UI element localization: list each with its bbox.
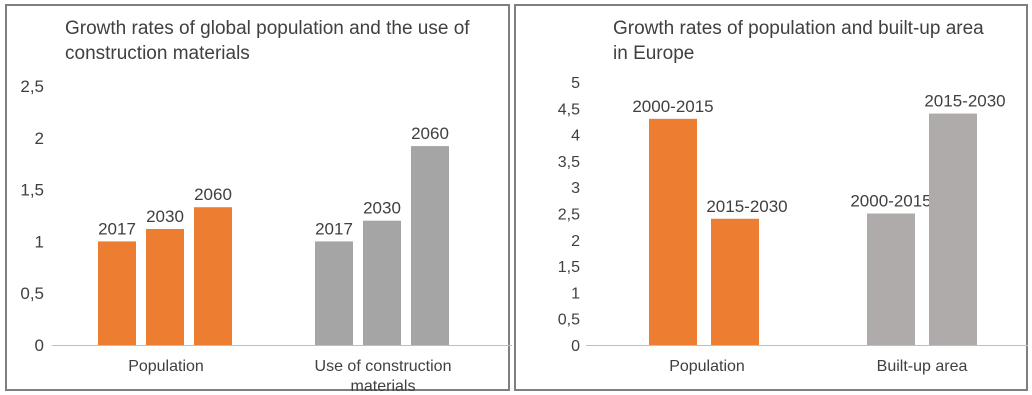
- data-label: 2000-2015: [632, 97, 713, 116]
- y-tick-label: 1: [35, 232, 44, 251]
- data-label: 2030: [363, 199, 401, 218]
- y-tick-label: 0: [35, 336, 44, 355]
- bar: [146, 228, 184, 345]
- y-tick-label: 3: [571, 180, 580, 197]
- x-category-label: Population: [128, 358, 204, 375]
- data-label: 2060: [411, 124, 449, 143]
- bar: [98, 241, 136, 345]
- chart-title: Growth rates of global population and th…: [65, 18, 470, 64]
- y-tick-label: 2: [571, 233, 580, 250]
- data-label: 2000-2015: [850, 192, 931, 211]
- data-label: 2030: [146, 207, 184, 226]
- y-tick-label: 0: [571, 338, 580, 355]
- bar: [867, 213, 915, 345]
- bar: [929, 113, 977, 345]
- data-label: 2015-2030: [706, 197, 787, 216]
- x-category-label: Population: [669, 358, 745, 375]
- x-category-label: Built-up area: [877, 358, 968, 375]
- right-chart-plot: 0 0,5 1 1,5 2 2,5 3 3,5 4 4,5 5 2000-2015 2015-2030 P…: [558, 75, 1028, 375]
- x-category-label: Use of construction: [315, 358, 452, 375]
- y-tick-label: 2,5: [558, 207, 580, 224]
- y-tick-label: 0,5: [20, 284, 44, 303]
- y-tick-label: 3,5: [558, 154, 580, 171]
- y-tick-label: 5: [571, 75, 580, 92]
- bar: [363, 220, 401, 345]
- data-label: 2017: [315, 219, 353, 238]
- bar: [194, 207, 232, 345]
- data-label: 2017: [98, 219, 136, 238]
- y-tick-label: 1,5: [558, 259, 580, 276]
- y-tick-label: 2,5: [20, 77, 44, 96]
- y-tick-label: 4,5: [558, 101, 580, 118]
- bar: [649, 118, 697, 345]
- y-tick-label: 0,5: [558, 312, 580, 329]
- bar: [315, 241, 353, 345]
- bar: [411, 146, 449, 345]
- chart-title: Growth rates of population and built-up …: [613, 18, 984, 64]
- left-chart-plot: 0 0,5 1 1,5 2 2,5 2017 2030 2060 Population 2017 20…: [20, 77, 512, 395]
- bar: [711, 218, 759, 345]
- x-category-label: materials: [351, 378, 416, 395]
- y-tick-label: 2: [35, 129, 44, 148]
- data-label: 2060: [194, 185, 232, 204]
- y-tick-label: 4: [571, 128, 580, 145]
- right-chart-panel: Growth rates of population and built-up …: [514, 4, 1028, 391]
- data-label: 2015-2030: [924, 92, 1005, 111]
- left-chart-panel: Growth rates of global population and th…: [5, 4, 512, 395]
- y-tick-label: 1: [571, 285, 580, 302]
- y-tick-label: 1,5: [20, 181, 44, 200]
